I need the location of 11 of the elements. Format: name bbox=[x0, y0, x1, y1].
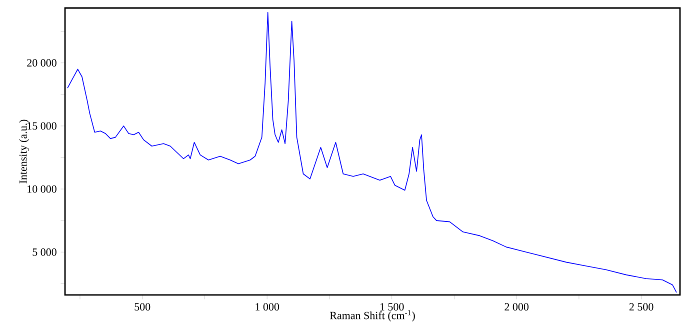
y-tick-label: 10 000 bbox=[28, 185, 56, 193]
y-tick-label: 15 000 bbox=[28, 122, 56, 130]
x-tick-label: 2 500 bbox=[629, 303, 654, 311]
x-tick-label: 2 000 bbox=[504, 303, 529, 311]
y-axis-title: Intensity (a.u.) bbox=[19, 120, 30, 184]
x-axis-title: Raman Shift (cm$^{-1}$) bbox=[330, 310, 415, 322]
x-tick-label: 1 500 bbox=[380, 303, 404, 311]
y-tick-label: 20 000 bbox=[27, 59, 56, 67]
x-tick-label: 500 bbox=[134, 303, 150, 311]
y-tick-label: 5 000 bbox=[32, 248, 56, 256]
x-tick-label: 1 000 bbox=[256, 303, 280, 311]
